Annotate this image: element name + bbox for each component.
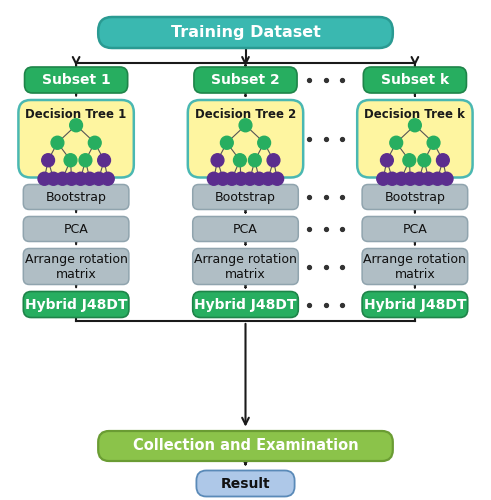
Text: Subset 1: Subset 1 [42,73,110,87]
Circle shape [418,154,431,167]
Circle shape [92,172,105,186]
Circle shape [381,154,393,167]
FancyBboxPatch shape [362,184,467,210]
Circle shape [390,136,403,149]
Circle shape [239,118,252,132]
FancyBboxPatch shape [24,292,129,318]
Text: PCA: PCA [233,222,258,235]
Circle shape [253,172,266,186]
Circle shape [98,154,110,167]
Text: Arrange rotation
matrix: Arrange rotation matrix [25,252,128,280]
FancyBboxPatch shape [362,292,467,318]
Circle shape [404,172,417,186]
FancyBboxPatch shape [192,216,299,242]
Circle shape [70,118,82,132]
FancyBboxPatch shape [194,67,297,93]
Circle shape [217,172,229,186]
Text: Decision Tree 1: Decision Tree 1 [26,108,127,121]
Circle shape [83,172,96,186]
FancyBboxPatch shape [24,216,129,242]
Circle shape [102,172,114,186]
Circle shape [47,172,60,186]
FancyBboxPatch shape [25,67,128,93]
Circle shape [235,172,247,186]
Circle shape [65,172,78,186]
FancyBboxPatch shape [19,100,134,178]
Circle shape [234,154,246,167]
Text: Hybrid J48DT: Hybrid J48DT [364,298,466,312]
Circle shape [403,154,416,167]
Text: Bootstrap: Bootstrap [384,190,445,203]
FancyBboxPatch shape [24,184,129,210]
FancyBboxPatch shape [192,184,299,210]
Text: Hybrid J48DT: Hybrid J48DT [25,298,127,312]
FancyBboxPatch shape [196,470,295,496]
Circle shape [220,136,233,149]
Text: PCA: PCA [403,222,427,235]
Circle shape [436,154,449,167]
Circle shape [42,154,55,167]
Circle shape [262,172,274,186]
FancyBboxPatch shape [98,431,393,461]
Circle shape [56,172,69,186]
Text: Subset 2: Subset 2 [211,73,280,87]
Circle shape [413,172,426,186]
FancyBboxPatch shape [98,17,393,48]
Circle shape [409,118,421,132]
Circle shape [225,172,238,186]
FancyBboxPatch shape [24,248,129,284]
Text: Arrange rotation
matrix: Arrange rotation matrix [363,252,466,280]
FancyBboxPatch shape [188,100,303,178]
Text: PCA: PCA [64,222,88,235]
FancyBboxPatch shape [363,67,466,93]
Text: Result: Result [220,476,271,490]
Circle shape [38,172,51,186]
FancyBboxPatch shape [192,248,299,284]
Text: Hybrid J48DT: Hybrid J48DT [194,298,297,312]
Text: Bootstrap: Bootstrap [215,190,276,203]
Text: Collection and Examination: Collection and Examination [133,438,358,454]
Circle shape [267,154,280,167]
FancyBboxPatch shape [362,248,467,284]
Circle shape [440,172,453,186]
Circle shape [258,136,271,149]
Circle shape [427,136,440,149]
Circle shape [51,136,64,149]
FancyBboxPatch shape [357,100,472,178]
Circle shape [79,154,92,167]
FancyBboxPatch shape [192,292,299,318]
Circle shape [377,172,389,186]
Circle shape [207,172,220,186]
Text: Bootstrap: Bootstrap [46,190,107,203]
Circle shape [271,172,284,186]
Text: Training Dataset: Training Dataset [170,25,321,40]
FancyBboxPatch shape [362,216,467,242]
Text: Decision Tree k: Decision Tree k [364,108,465,121]
Circle shape [248,154,261,167]
Text: Decision Tree 2: Decision Tree 2 [195,108,296,121]
Circle shape [395,172,408,186]
Circle shape [64,154,77,167]
Circle shape [88,136,101,149]
Circle shape [244,172,256,186]
Text: Subset k: Subset k [381,73,449,87]
Circle shape [386,172,399,186]
Circle shape [431,172,444,186]
Text: Arrange rotation
matrix: Arrange rotation matrix [194,252,297,280]
Circle shape [211,154,224,167]
Circle shape [74,172,87,186]
Circle shape [422,172,435,186]
